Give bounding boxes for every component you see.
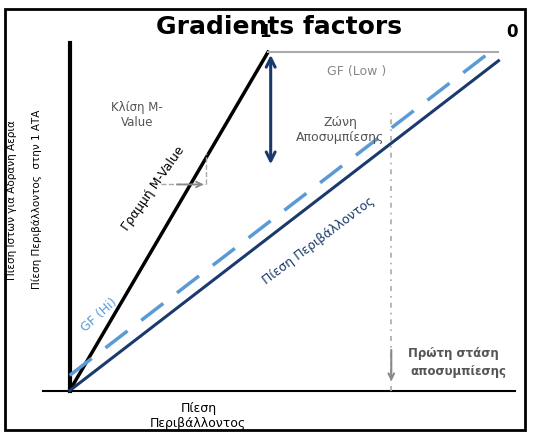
Text: 1: 1 (259, 23, 271, 41)
Text: αποσυμπίεσης: αποσυμπίεσης (411, 365, 506, 378)
Text: Γραμμή M-Value: Γραμμή M-Value (119, 144, 187, 233)
Text: 0: 0 (507, 23, 518, 41)
Text: Πίεση Περιβάλλοντος: Πίεση Περιβάλλοντος (260, 194, 377, 287)
Text: Πίεση Ιστών για Αδρανή Αέρια: Πίεση Ιστών για Αδρανή Αέρια (6, 120, 17, 279)
Text: GF (Hi): GF (Hi) (79, 295, 120, 334)
Text: Πίεση Περιβάλλοντος  στην 1 ΑΤΑ: Πίεση Περιβάλλοντος στην 1 ΑΤΑ (31, 110, 42, 289)
Text: Κλίση Μ-
Value: Κλίση Μ- Value (111, 101, 162, 129)
Text: Gradients factors: Gradients factors (156, 15, 401, 39)
FancyBboxPatch shape (5, 9, 525, 430)
Text: Πρώτη στάση: Πρώτη στάση (407, 347, 498, 360)
Text: Πίεση
Περιβάλλοντος: Πίεση Περιβάλλοντος (150, 402, 247, 430)
Text: Ζώνη
Αποσυμπίεσης: Ζώνη Αποσυμπίεσης (296, 116, 384, 144)
Text: GF (Low ): GF (Low ) (327, 65, 386, 78)
